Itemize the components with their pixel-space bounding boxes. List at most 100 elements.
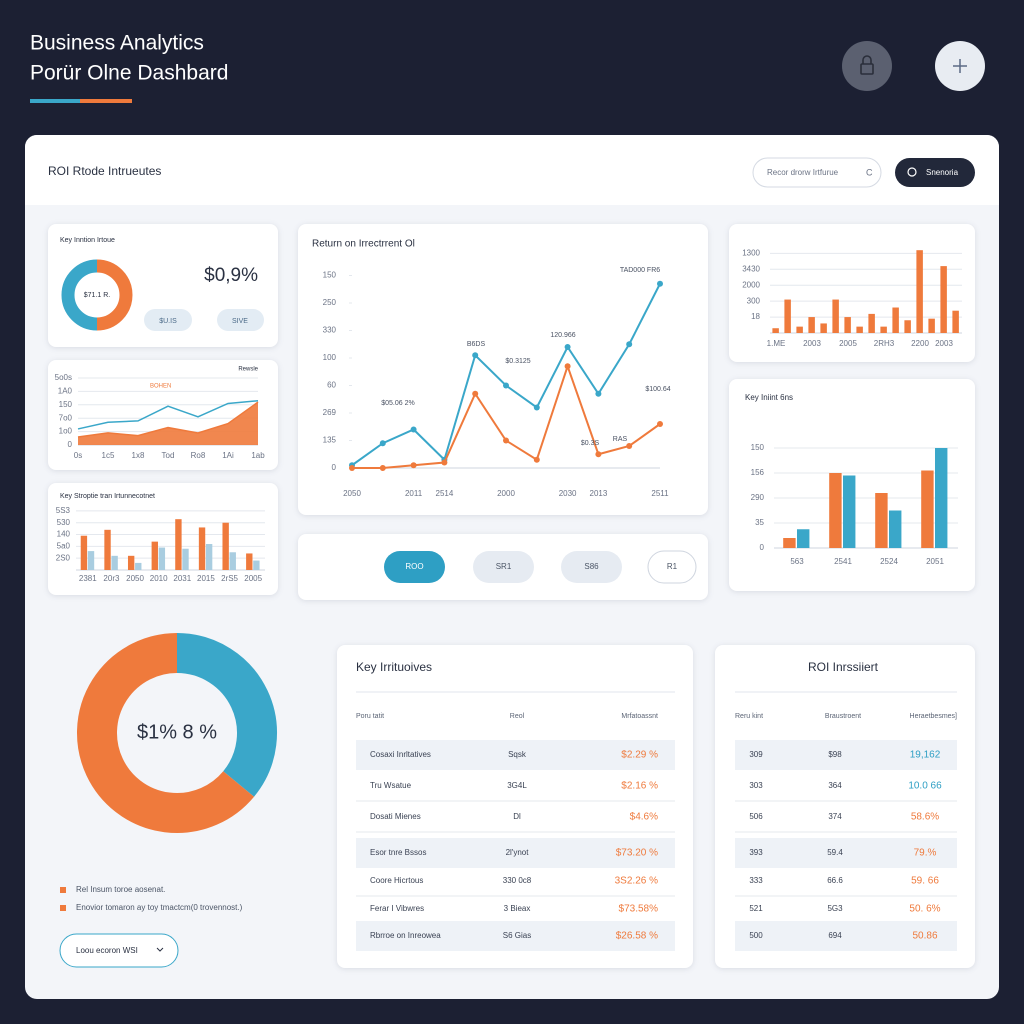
table-cell: 58.6%	[911, 812, 939, 823]
y-tick-label: 5o0s	[55, 373, 72, 382]
table-cell: 59. 66	[911, 876, 939, 887]
y-tick-label: 0	[760, 543, 765, 552]
lock-icon	[862, 55, 872, 64]
row-band	[356, 838, 675, 868]
tab-label: R1	[667, 562, 678, 571]
x-tick-label: 2050	[343, 489, 361, 498]
plus-icon	[953, 59, 967, 73]
card-title: Key Iniint 6ns	[745, 393, 793, 402]
bar	[856, 326, 863, 333]
card-title: Key Inntion Irtoue	[60, 237, 115, 244]
bar	[797, 529, 810, 548]
search-button[interactable]	[895, 158, 975, 187]
column-header: Mrfatoassnt	[621, 713, 658, 720]
search-box[interactable]	[752, 157, 882, 188]
search-icon: C	[866, 167, 873, 177]
point	[379, 465, 386, 471]
bar	[892, 307, 899, 333]
bar	[916, 250, 923, 333]
tab[interactable]	[561, 551, 622, 583]
y-tick-label: 35	[755, 518, 764, 527]
bar	[921, 470, 934, 548]
kpi-button[interactable]	[144, 309, 192, 331]
column-header: Reru kint	[735, 713, 763, 720]
line	[77, 401, 259, 438]
x-tick-label: 2013	[590, 489, 608, 498]
table-cell: 3 Bieax	[504, 904, 531, 913]
app-title: Business Analytics	[30, 32, 204, 55]
point	[503, 437, 509, 444]
x-tick-label: 2030	[559, 489, 577, 498]
table-cell: 79.%	[914, 848, 937, 859]
dropdown[interactable]	[59, 933, 179, 968]
table-cell: 521	[749, 904, 763, 913]
x-tick-label: 2005	[244, 574, 262, 583]
point	[472, 352, 479, 359]
annotation: $100.64	[645, 386, 670, 393]
card-title: Return on Irrectrrent Ol	[312, 239, 415, 250]
bar	[832, 299, 839, 333]
table-cell: $73.20 %	[616, 848, 658, 859]
kpi-button-label: SIVE	[232, 318, 248, 325]
kpi-value: $0,9%	[204, 265, 258, 286]
table-cell: 500	[749, 931, 763, 940]
legend-label: Enovior tomaron ay toy tmactcm(0 trovenn…	[76, 903, 243, 912]
tab-label: ROO	[405, 562, 423, 571]
column-header: Heraetbesmes]	[910, 713, 958, 720]
panel-title: ROI Rtode Intrueutes	[48, 164, 161, 178]
x-tick-label: 2RH3	[874, 339, 895, 348]
row-band	[735, 740, 957, 770]
y-tick-label: 1300	[742, 248, 760, 257]
bar	[205, 544, 213, 570]
table-cell: $73.58%	[619, 904, 659, 915]
legend-label: Rel Insum toroe aosenat.	[76, 885, 165, 894]
x-tick-label: 2051	[926, 557, 944, 566]
table-cell: 303	[749, 781, 763, 790]
y-tick-label: 0	[68, 440, 73, 449]
y-tick-label: 5S3	[56, 506, 71, 515]
point	[564, 344, 571, 350]
bar	[158, 547, 166, 570]
bar	[875, 493, 888, 548]
table-cell: Tru Wsatue	[370, 781, 412, 790]
table-cell: $26.58 %	[616, 931, 658, 942]
tab-label: SR1	[496, 562, 512, 571]
x-tick-label: 2031	[173, 574, 191, 583]
point	[657, 421, 663, 427]
table-cell: 374	[828, 812, 842, 821]
x-tick-label: 2015	[197, 574, 215, 583]
bar	[111, 555, 118, 570]
bar	[135, 562, 142, 570]
bar	[844, 317, 851, 333]
row-band	[356, 921, 675, 951]
tab[interactable]	[647, 550, 697, 584]
x-tick-label: Tod	[162, 451, 175, 460]
table-cell: 506	[749, 812, 763, 821]
table-cell: 364	[828, 781, 842, 790]
line	[77, 400, 259, 430]
x-tick-label: 2011	[405, 489, 423, 498]
table-title: Key Irrituoives	[356, 660, 432, 674]
kpi-button[interactable]	[217, 309, 264, 331]
search-icon	[907, 167, 917, 177]
table-cell: $4.6%	[630, 812, 658, 823]
table-cell: Rbrroe on Inreowea	[370, 931, 441, 940]
y-tick-label: 7o0	[59, 413, 73, 422]
table-cell: 50.86	[912, 931, 937, 942]
donut-slice	[77, 633, 255, 833]
table-cell: 50. 6%	[909, 904, 940, 915]
lock-button[interactable]	[842, 41, 892, 91]
search-placeholder: Recor drorw Irtfurue	[767, 168, 839, 177]
bar	[253, 560, 260, 570]
bar	[104, 529, 111, 570]
x-tick-label: 2381	[79, 574, 97, 583]
y-tick-label: 150	[59, 400, 73, 409]
x-tick-label: Ro8	[191, 451, 206, 460]
tab[interactable]	[384, 551, 445, 583]
legend-swatch	[60, 887, 66, 893]
tab-label: S86	[584, 562, 599, 571]
tab[interactable]	[473, 551, 534, 583]
donut-slice	[61, 259, 98, 331]
y-tick-label: 100	[323, 353, 337, 362]
